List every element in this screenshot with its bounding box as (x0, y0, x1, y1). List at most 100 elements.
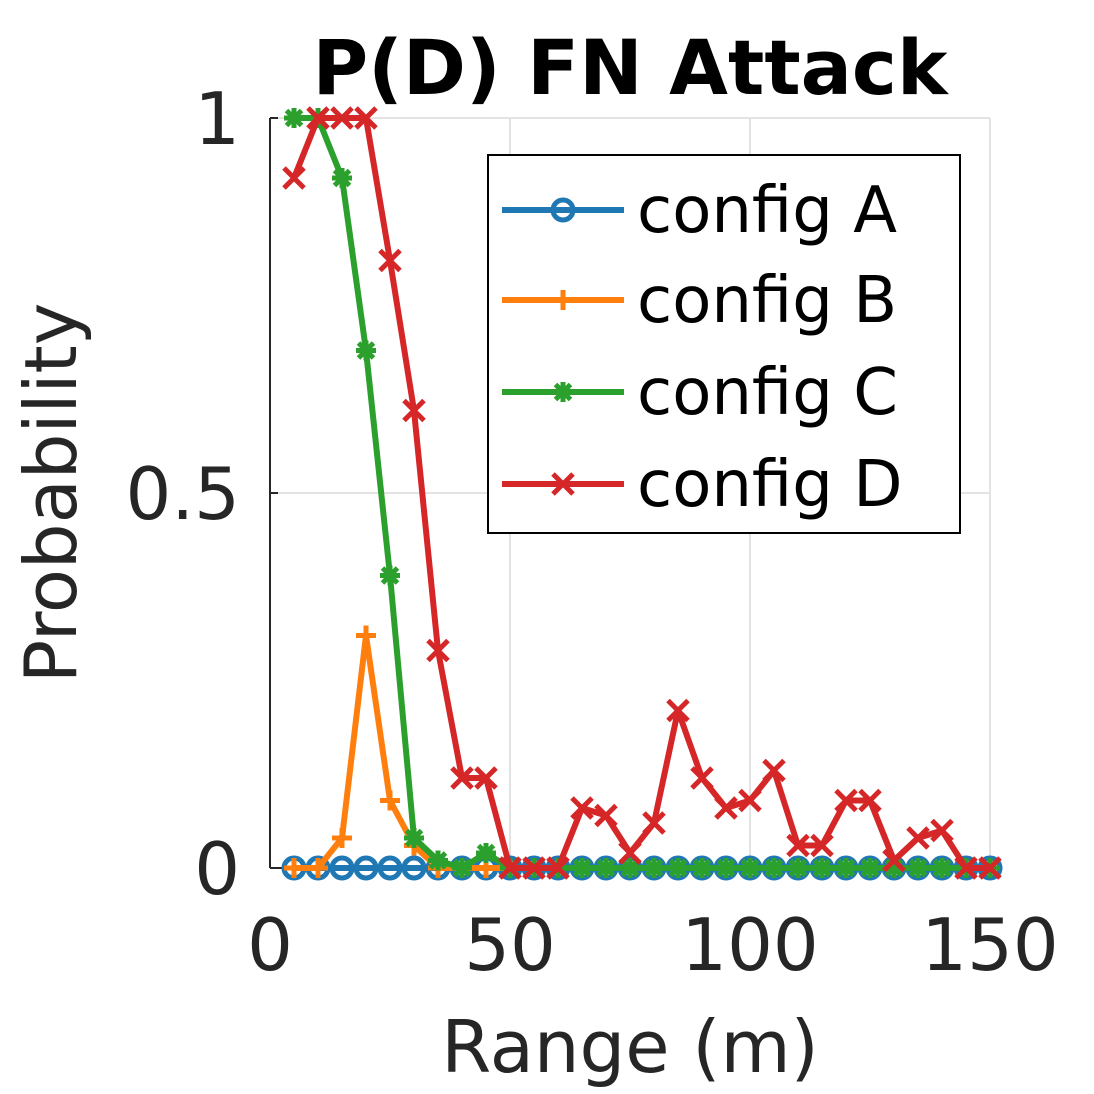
data-point (428, 850, 448, 871)
marker-shape (762, 758, 786, 783)
marker-shape (834, 788, 858, 813)
data-point (570, 796, 594, 820)
ticks: 0 50 100 150 0 0.5 1 (125, 77, 1058, 987)
marker-shape (644, 858, 664, 878)
marker-shape (284, 108, 304, 128)
marker-shape (692, 858, 712, 878)
marker-shape (738, 788, 762, 813)
data-point (522, 856, 546, 880)
legend-item: config D (502, 448, 902, 522)
data-point (716, 858, 736, 878)
series-config-d (282, 106, 1002, 880)
marker-shape (498, 856, 522, 880)
marker-shape (908, 858, 928, 878)
data-point (330, 106, 354, 130)
marker-shape (906, 826, 930, 850)
marker-shape (572, 858, 592, 878)
data-point (306, 106, 330, 130)
marker-shape (932, 858, 952, 878)
legend-label: config C (637, 356, 898, 430)
marker-shape (618, 841, 642, 865)
data-point (978, 856, 1002, 880)
marker-shape (690, 766, 714, 790)
marker-shape (596, 858, 616, 878)
marker-shape (764, 858, 784, 878)
series-line (291, 115, 990, 871)
legend-item: config A (502, 174, 897, 248)
data-point (666, 698, 690, 723)
marker-shape (377, 855, 403, 881)
marker-shape (930, 818, 954, 843)
marker-shape (404, 828, 424, 848)
marker-shape (356, 341, 376, 360)
data-point (692, 858, 712, 878)
data-point (332, 168, 352, 188)
marker-shape (553, 382, 573, 402)
marker-shape (428, 851, 448, 870)
data-point (954, 856, 978, 880)
marker-shape (642, 811, 666, 835)
data-point (738, 788, 762, 813)
marker-shape (550, 197, 576, 223)
data-point (282, 166, 306, 190)
data-point (332, 828, 352, 848)
data-point (353, 855, 379, 881)
data-point (812, 858, 832, 878)
data-point (402, 398, 426, 423)
data-point (714, 796, 738, 820)
series (281, 106, 1003, 881)
marker-shape (380, 566, 400, 585)
y-axis-label: Probability (9, 303, 93, 684)
marker-shape (858, 788, 882, 813)
data-point (668, 858, 688, 878)
legend-item: config B (502, 264, 897, 338)
data-point (377, 855, 403, 881)
data-point (354, 106, 378, 130)
marker-shape (954, 856, 978, 880)
marker-shape (836, 858, 856, 878)
legend-swatch-marker (553, 382, 573, 402)
marker-shape (978, 856, 1002, 880)
marker-shape (522, 856, 546, 880)
y-tick-label: 1 (194, 77, 240, 161)
legend-label: config D (637, 448, 902, 522)
x-tick-label: 150 (921, 903, 1058, 987)
data-point (618, 841, 642, 865)
data-point (308, 858, 328, 878)
marker-shape (282, 166, 306, 190)
data-point (284, 108, 304, 128)
data-point (546, 856, 570, 880)
marker-shape (860, 858, 880, 878)
marker-shape (812, 858, 832, 878)
marker-shape (786, 833, 810, 858)
marker-shape (378, 248, 402, 273)
marker-shape (882, 848, 906, 873)
data-point (786, 833, 810, 858)
data-point (378, 248, 402, 273)
marker-shape (332, 168, 352, 188)
data-point (932, 858, 952, 878)
marker-shape (740, 858, 760, 878)
marker-shape (426, 638, 450, 663)
data-point (762, 758, 786, 783)
data-point (930, 818, 954, 843)
data-point (906, 826, 930, 850)
data-point (690, 766, 714, 790)
marker-shape (353, 855, 379, 881)
data-point (380, 565, 400, 586)
data-point (642, 811, 666, 835)
marker-shape (570, 796, 594, 820)
data-point (594, 803, 618, 828)
y-tick-label: 0 (194, 827, 240, 911)
x-axis-label: Range (m) (441, 1005, 818, 1089)
data-point (284, 858, 304, 878)
marker-shape (330, 106, 354, 130)
data-point (452, 858, 472, 878)
marker-shape (476, 843, 496, 863)
data-point (860, 858, 880, 878)
data-point (474, 766, 498, 790)
legend: config A config B config C config D (487, 154, 961, 534)
data-point (834, 788, 858, 813)
marker-shape (329, 855, 355, 881)
